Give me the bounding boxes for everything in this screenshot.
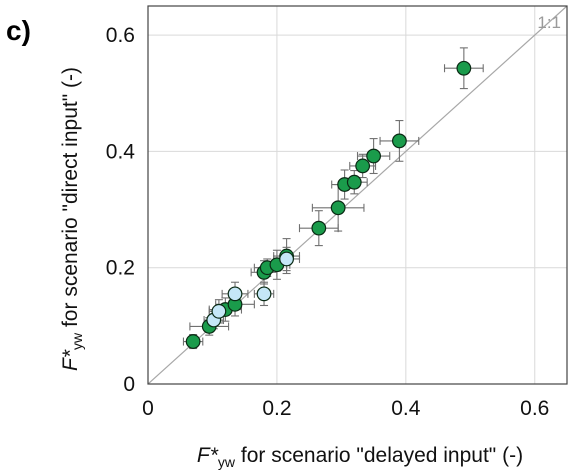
data-point-green-13 bbox=[366, 148, 382, 164]
plot-frame bbox=[147, 5, 568, 385]
y-tick-label-1: 0.2 bbox=[106, 257, 135, 280]
x-tick-label-3: 0.6 bbox=[520, 397, 549, 420]
x-axis-ticks: 0 0.2 0.4 0.6 bbox=[142, 397, 549, 420]
y-axis-label: F*yw for scenario "direct input" (-) bbox=[59, 67, 85, 371]
y-label-prefix: F* bbox=[59, 349, 82, 371]
y-label-rest: for scenario "direct input" (-) bbox=[59, 67, 82, 333]
x-label-prefix: F* bbox=[197, 444, 219, 467]
x-axis-label: F*yw for scenario "delayed input" (-) bbox=[197, 444, 523, 470]
data-point-green-11 bbox=[346, 174, 362, 190]
data-point-light_blue-2 bbox=[227, 286, 243, 302]
data-point-light_blue-1 bbox=[211, 303, 227, 319]
data-point-green-8 bbox=[311, 220, 327, 236]
data-point-green-12 bbox=[355, 158, 371, 174]
x-tick-label-1: 0.2 bbox=[262, 397, 291, 420]
y-axis-ticks: 0 0.2 0.4 0.6 bbox=[106, 24, 136, 396]
data-point-light_blue-4 bbox=[279, 251, 294, 267]
y-label-subscript: yw bbox=[69, 332, 85, 350]
one-to-one-label: 1:1 bbox=[537, 13, 561, 32]
x-tick-label-0: 0 bbox=[142, 397, 154, 420]
x-label-rest: for scenario "delayed input" (-) bbox=[235, 444, 523, 467]
x-tick-label-2: 0.4 bbox=[391, 397, 421, 420]
x-label-subscript: yw bbox=[218, 454, 236, 470]
y-tick-label-3: 0.6 bbox=[106, 24, 135, 47]
data-point-green-15 bbox=[456, 60, 472, 76]
y-tick-label-0: 0 bbox=[123, 373, 135, 396]
data-point-green-0 bbox=[185, 334, 201, 349]
data-point-green-9 bbox=[330, 200, 346, 216]
y-axis-label-group: F*yw for scenario "direct input" (-) bbox=[59, 67, 85, 371]
data-point-light_blue-3 bbox=[256, 286, 272, 302]
data-point-green-14 bbox=[392, 133, 407, 149]
panel-label: c) bbox=[6, 15, 31, 46]
data-points bbox=[185, 60, 472, 349]
y-tick-label-2: 0.4 bbox=[106, 140, 136, 163]
